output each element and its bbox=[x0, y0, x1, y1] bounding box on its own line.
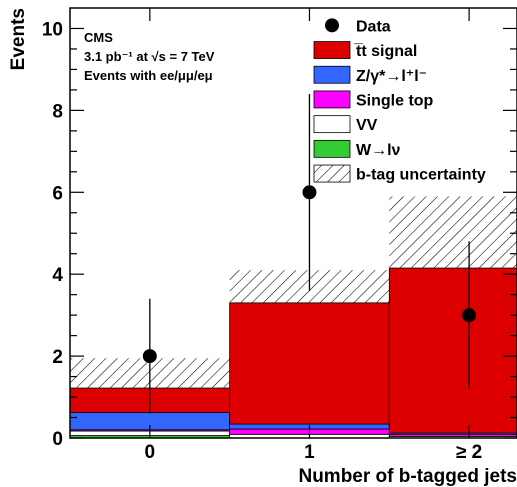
legend-label-2: Single top bbox=[356, 92, 434, 109]
data-layer bbox=[142, 94, 477, 414]
legend-swatch-0 bbox=[313, 41, 351, 59]
x-tick-label: 0 bbox=[145, 442, 156, 463]
legend-swatch-uncertainty bbox=[313, 164, 351, 183]
legend-label-uncertainty: b-tag uncertainty bbox=[356, 167, 486, 184]
x-tick-label: ≥ 2 bbox=[456, 442, 482, 463]
legend: Data t̅t signal Z/γ*→l⁺l⁻ Single top VV W→lν b… bbox=[313, 18, 486, 184]
y-tick-label: 2 bbox=[52, 347, 63, 368]
legend-swatch-3 bbox=[313, 115, 351, 134]
plot-frame bbox=[69, 7, 517, 439]
y-tick-label: 4 bbox=[52, 265, 63, 286]
legend-swatch-2 bbox=[313, 90, 351, 109]
legend-swatch-data bbox=[325, 18, 339, 33]
y-tick-label: 0 bbox=[52, 429, 63, 450]
info-box: CMS 3.1 pb⁻¹ at √s = 7 TeV Events with e… bbox=[84, 30, 215, 83]
bar-segment-4-1 bbox=[229, 302, 390, 425]
y-tick-label: 8 bbox=[52, 101, 63, 122]
data-point-0 bbox=[142, 349, 157, 364]
y-axis-title: Events bbox=[8, 8, 29, 70]
lumi-label: 3.1 pb⁻¹ at √s = 7 TeV bbox=[84, 49, 215, 64]
legend-label-4: W→lν bbox=[356, 142, 401, 159]
channel-label: Events with ee/μμ/eμ bbox=[84, 68, 213, 83]
x-axis-title: Number of b-tagged jets bbox=[298, 466, 517, 487]
y-tick-label: 6 bbox=[52, 183, 63, 204]
legend-label-0: t̅t signal bbox=[354, 43, 418, 60]
legend-swatch-1 bbox=[313, 65, 351, 84]
experiment-label: CMS bbox=[84, 30, 113, 45]
legend-swatch-4 bbox=[313, 139, 351, 158]
data-point-1 bbox=[302, 185, 317, 200]
legend-label-3: VV bbox=[356, 117, 378, 134]
x-tick-label: 1 bbox=[304, 442, 315, 463]
bar-segment-4-2 bbox=[388, 267, 517, 434]
legend-label-1: Z/γ*→l⁺l⁻ bbox=[356, 68, 427, 85]
data-point-2 bbox=[462, 308, 477, 323]
legend-label-data: Data bbox=[356, 18, 391, 35]
axes-layer: 0 2 4 6 8 10 0 1 ≥ 2 bbox=[42, 8, 517, 463]
y-tick-label: 10 bbox=[42, 19, 63, 40]
